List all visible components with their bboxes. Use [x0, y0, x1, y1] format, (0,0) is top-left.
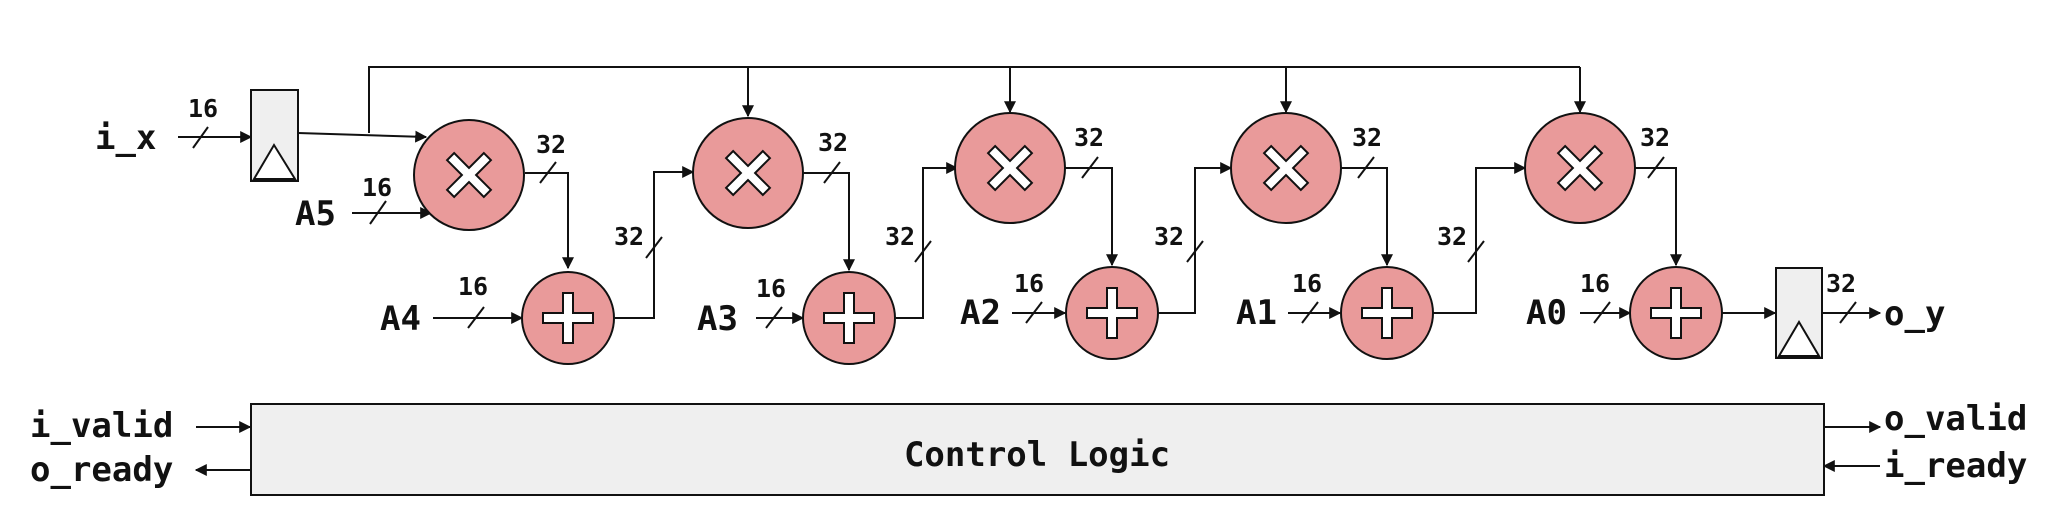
output-register [1775, 267, 1823, 359]
signal-i-x: i_x [95, 118, 156, 158]
plus-icon [1086, 287, 1138, 339]
multiply-icon [986, 144, 1034, 192]
adder-4 [1340, 266, 1434, 360]
signal-i-valid: i_valid [30, 406, 173, 446]
multiplier-3 [954, 112, 1066, 224]
slash-mult3-out [1081, 156, 1099, 179]
coeff-a0: A0 [1526, 293, 1567, 333]
width-a0: 16 [1580, 269, 1610, 298]
width-a4: 16 [458, 272, 488, 301]
slash-a0 [1593, 301, 1611, 324]
coeff-a4: A4 [380, 299, 421, 339]
width-mult4-out: 32 [1352, 123, 1382, 152]
coeff-a2: A2 [960, 293, 1001, 333]
signal-o-ready: o_ready [30, 450, 173, 490]
signal-i-ready: i_ready [1884, 446, 2027, 486]
signal-o-valid: o_valid [1884, 399, 2027, 439]
slash-add1-out [645, 236, 663, 259]
width-add1-out: 32 [614, 222, 644, 251]
slash-a2 [1025, 301, 1043, 324]
width-add2-out: 32 [885, 222, 915, 251]
adder-1 [521, 271, 615, 365]
width-a5: 16 [362, 173, 392, 202]
multiplier-1 [413, 119, 525, 231]
slash-mult5-out [1647, 156, 1665, 179]
width-mult5-out: 32 [1640, 123, 1670, 152]
width-a3: 16 [756, 274, 786, 303]
slash-x-in [192, 126, 209, 149]
width-a2: 16 [1014, 269, 1044, 298]
slash-a5 [369, 200, 387, 225]
slash-a1 [1301, 301, 1319, 324]
adder-3 [1065, 266, 1159, 360]
multiply-icon [1262, 144, 1310, 192]
width-y-out: 32 [1826, 269, 1856, 298]
width-mult2-out: 32 [818, 128, 848, 157]
coeff-a3: A3 [697, 299, 738, 339]
slash-add2-out [914, 240, 932, 263]
multiply-icon [724, 149, 772, 197]
slash-add3-out [1186, 240, 1204, 263]
width-add4-out: 32 [1437, 222, 1467, 251]
control-logic-block [250, 403, 1825, 496]
input-register [250, 89, 299, 182]
plus-icon [542, 292, 594, 344]
multiplier-4 [1230, 112, 1342, 224]
slash-mult4-out [1357, 156, 1375, 179]
multiply-icon [445, 151, 493, 199]
width-add3-out: 32 [1154, 222, 1184, 251]
plus-icon [1361, 287, 1413, 339]
multiply-icon [1556, 144, 1604, 192]
slash-add4-out [1467, 240, 1485, 263]
wires [178, 66, 1882, 476]
coeff-a5: A5 [295, 194, 336, 234]
bus-width-slashes [192, 126, 1857, 329]
slash-mult2-out [823, 161, 841, 184]
register-clock-icon [1777, 320, 1821, 357]
slash-a4 [467, 306, 485, 329]
slash-a3 [765, 306, 783, 329]
register-clock-icon [252, 143, 297, 180]
control-logic-label: Control Logic [904, 435, 1170, 475]
width-x-in: 16 [188, 94, 218, 123]
adder-2 [802, 271, 896, 365]
signal-o-y: o_y [1884, 294, 1945, 334]
coeff-a1: A1 [1236, 293, 1277, 333]
plus-icon [823, 292, 875, 344]
width-a1: 16 [1292, 269, 1322, 298]
multiplier-2 [692, 117, 804, 229]
width-mult3-out: 32 [1074, 123, 1104, 152]
multiplier-5 [1524, 112, 1636, 224]
adder-5 [1629, 266, 1723, 360]
slash-y-out [1839, 301, 1857, 324]
slash-mult1-out [539, 161, 557, 184]
plus-icon [1650, 287, 1702, 339]
width-mult1-out: 32 [536, 130, 566, 159]
